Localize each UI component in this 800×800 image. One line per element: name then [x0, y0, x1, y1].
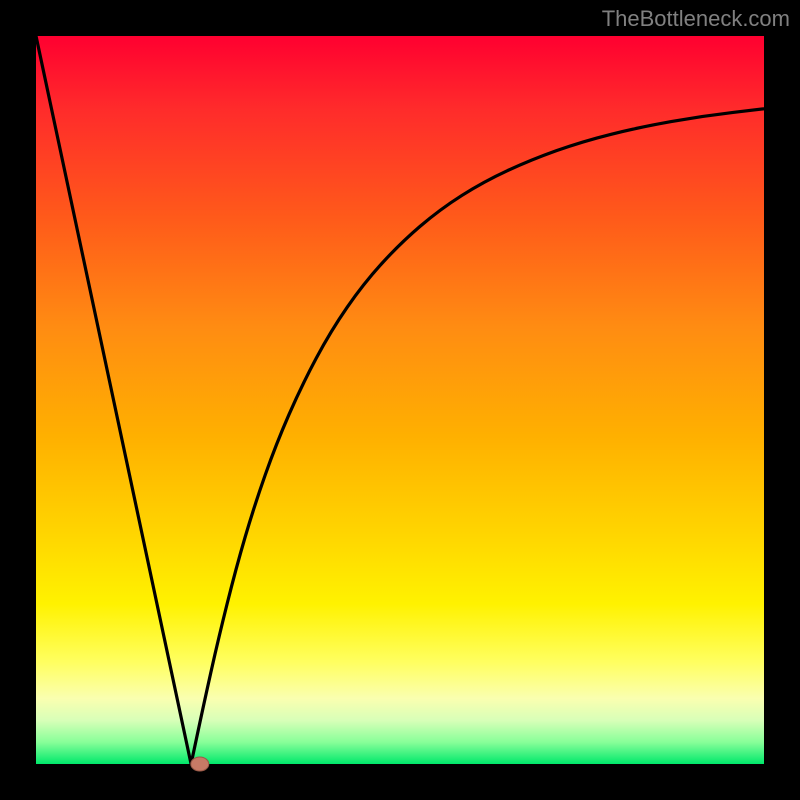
watermark-text: TheBottleneck.com: [602, 6, 790, 32]
chart-container: TheBottleneck.com: [0, 0, 800, 800]
plot-area: [36, 36, 764, 764]
gradient-background: [36, 36, 764, 764]
